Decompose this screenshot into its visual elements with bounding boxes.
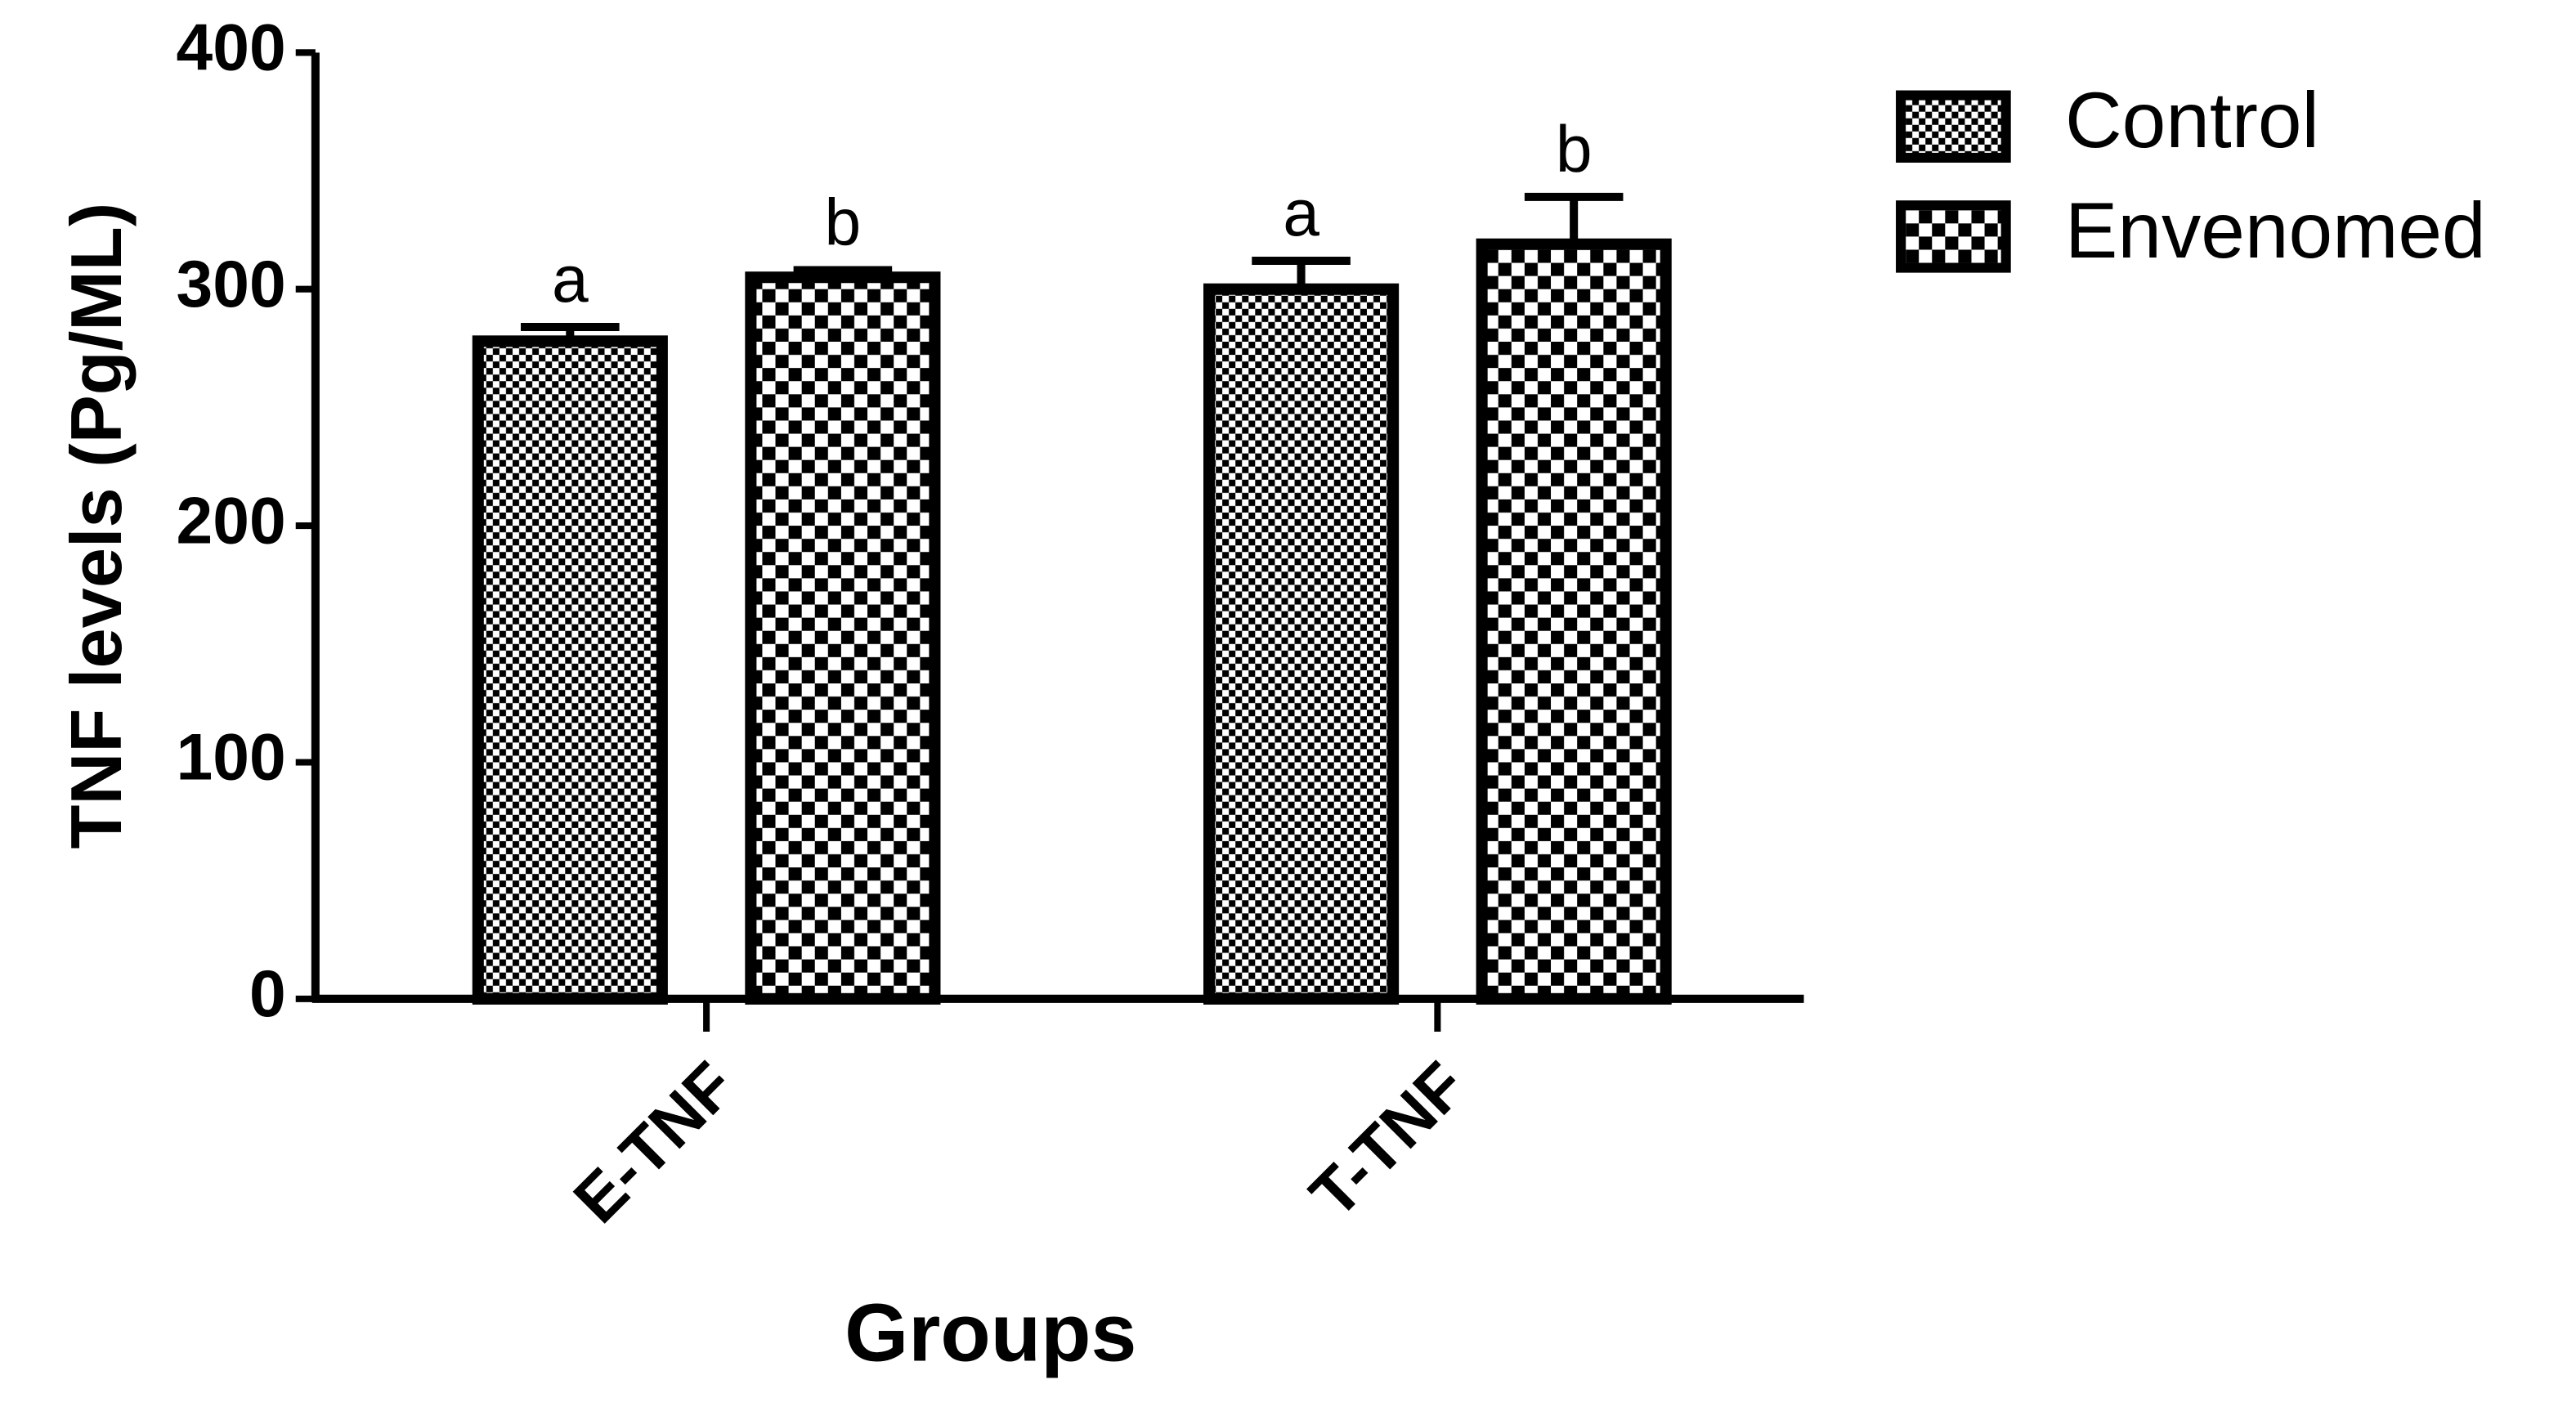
legend-label: Control (2065, 77, 2319, 164)
annotation: a (1283, 177, 1319, 250)
y-tick-label: 400 (177, 11, 286, 85)
bar (1476, 238, 1672, 1005)
x-tick-label: E-TNF (560, 1048, 749, 1237)
annotation: b (825, 186, 862, 260)
x-axis-label: Groups (844, 1287, 1136, 1378)
x-tick-label: T-TNF (1297, 1048, 1481, 1232)
legend-label: Envenomed (2065, 187, 2486, 275)
annotation: a (552, 243, 589, 316)
y-axis-label: TNF levels (Pg/ML) (56, 203, 137, 849)
bar (1203, 283, 1400, 1005)
legend-swatch (1896, 200, 2011, 273)
y-tick-label: 300 (177, 248, 286, 321)
y-tick-label: 0 (249, 957, 286, 1031)
bar (472, 335, 668, 1005)
annotation: b (1556, 113, 1593, 186)
bar (745, 271, 941, 1005)
legend-swatch (1896, 90, 2011, 163)
y-tick-label: 200 (177, 484, 286, 558)
y-tick-label: 100 (177, 721, 286, 795)
